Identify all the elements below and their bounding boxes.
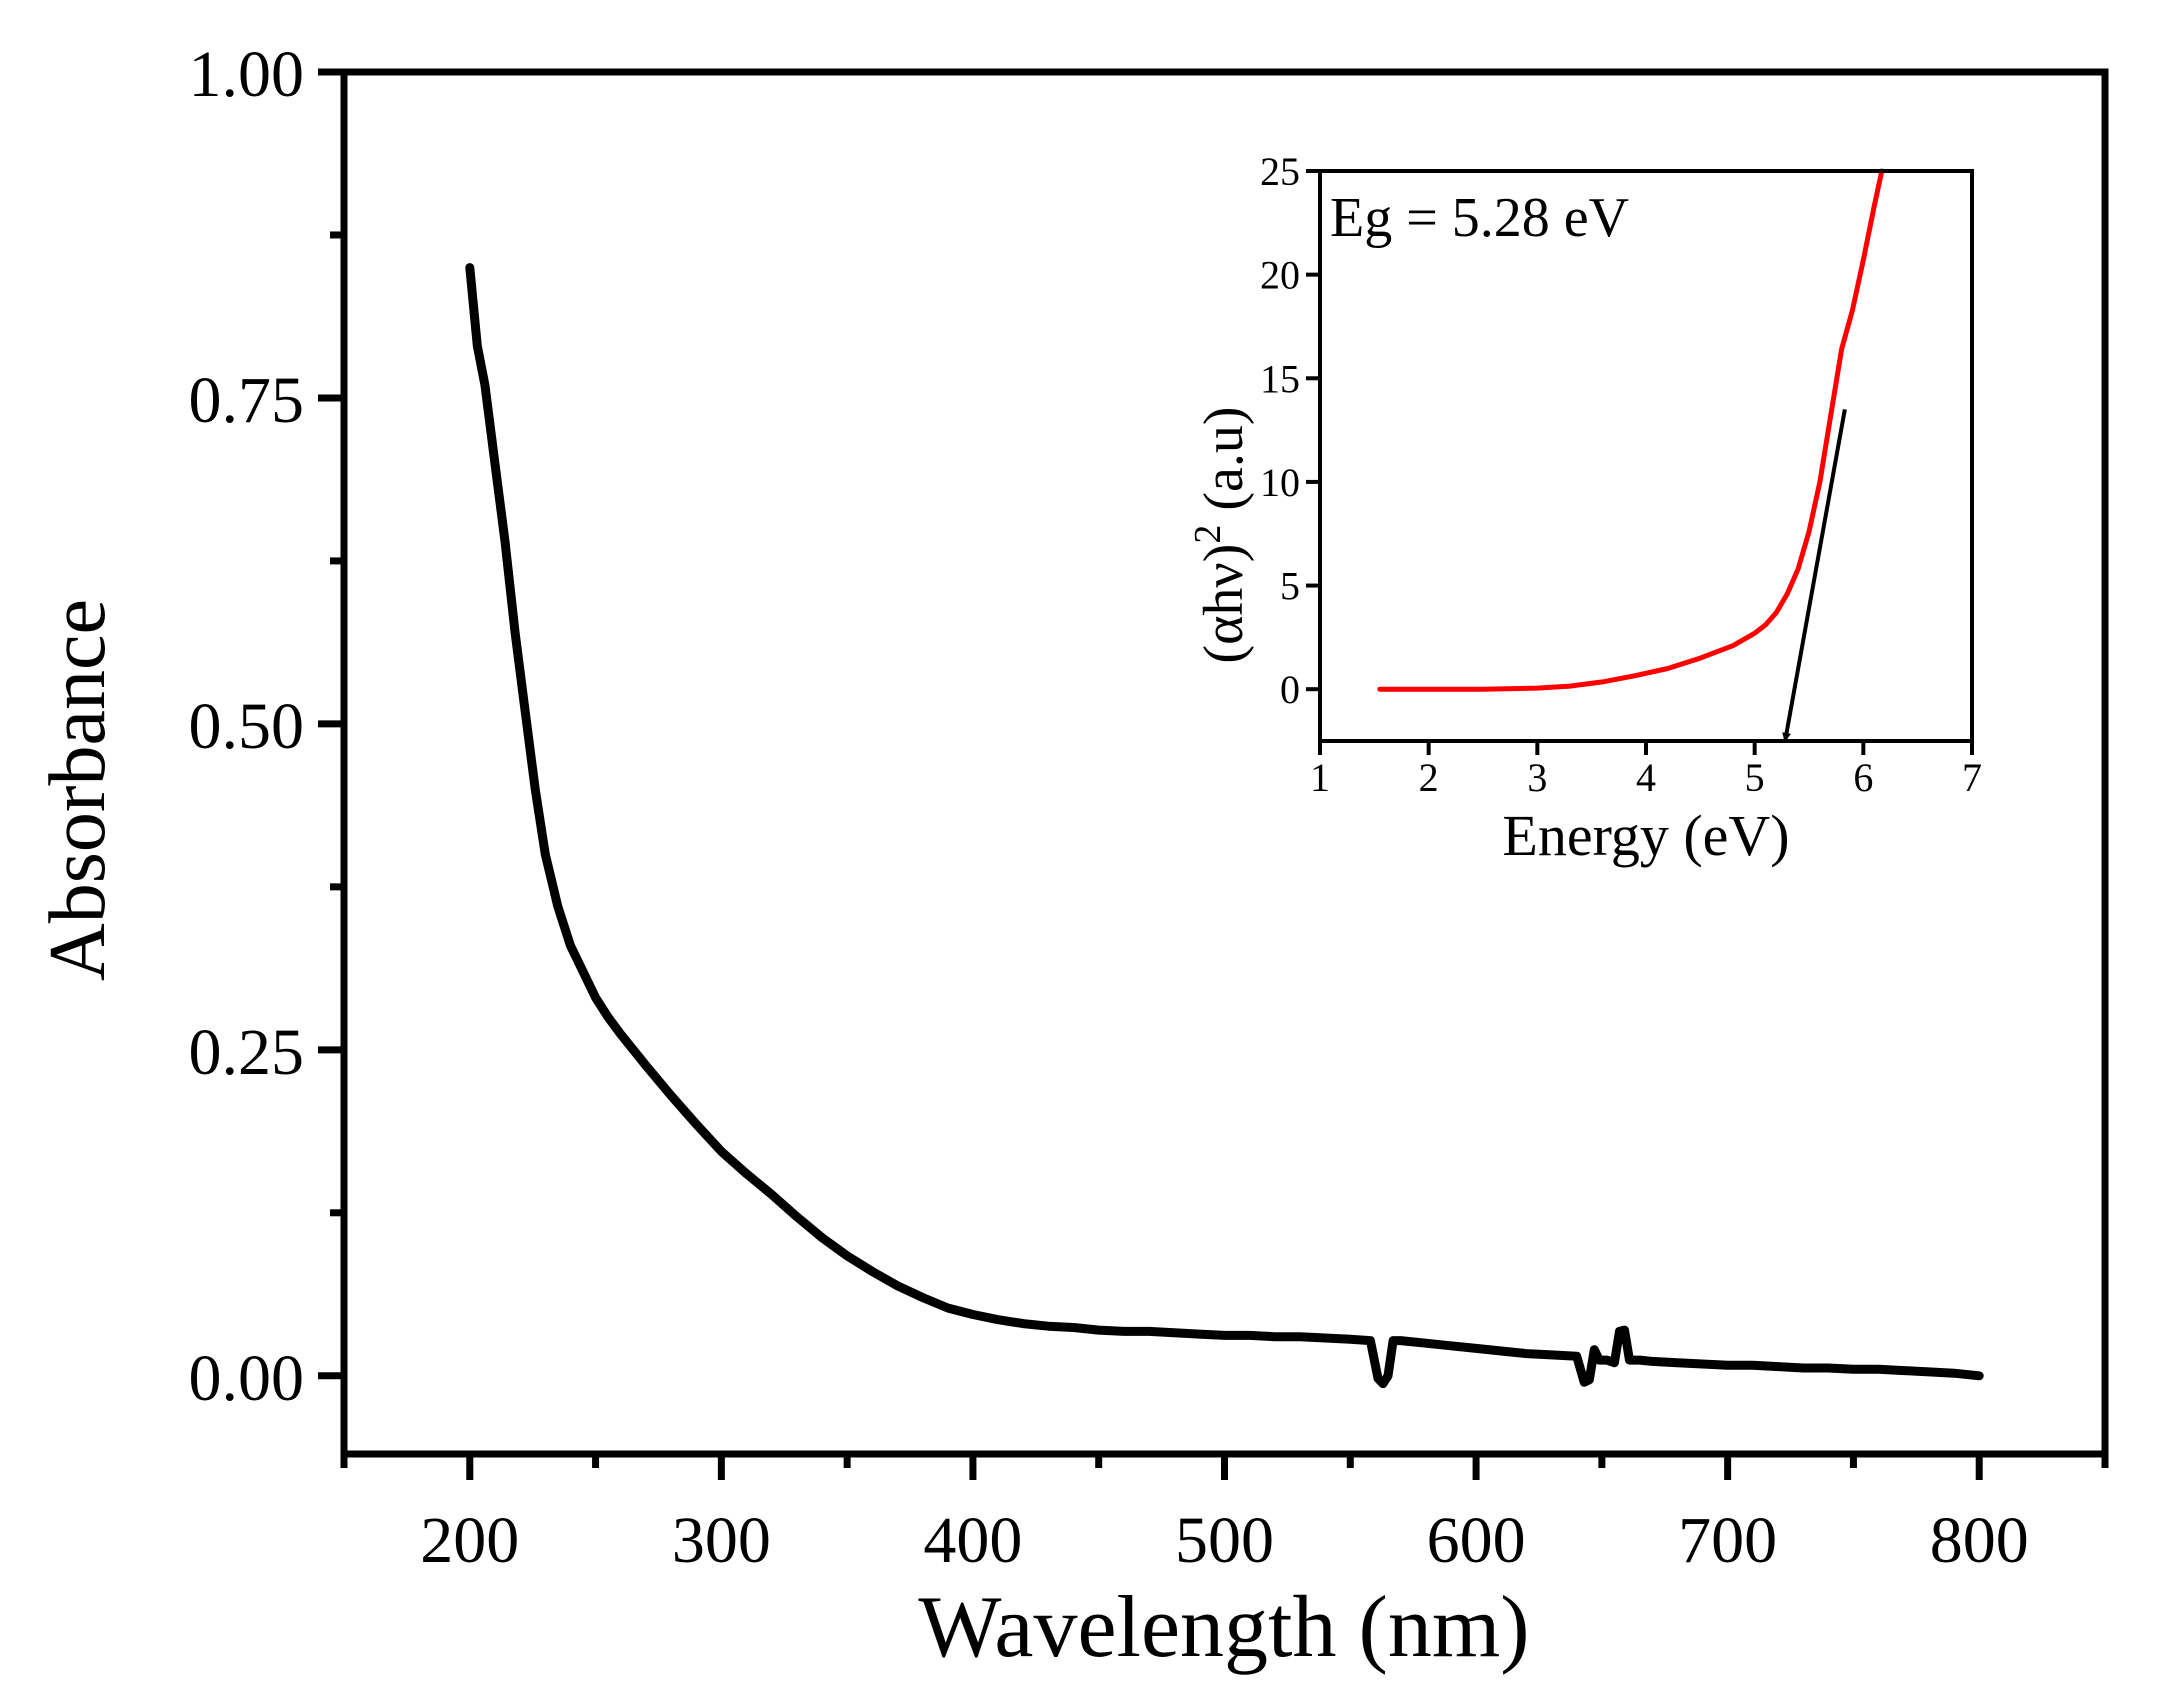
main-y-tick-label: 0.25 [189,1016,305,1089]
bandgap-fit-arrow [1782,409,1847,742]
main-y-tick-label: 0.75 [189,364,305,437]
inset-y-label-sup: 2 [1187,525,1229,544]
bandgap-annotation: Eg = 5.28 eV [1330,187,1629,249]
main-plot: 200 300 400 500 600 700 800 0.000.250.500.751.… [34,38,2109,1676]
main-x-tick-label: 700 [1678,1504,1777,1577]
inset-y-tick-label: 25 [1260,149,1300,194]
inset-y-axis: 0 5 10 15 20 25 [1260,149,1320,712]
main-y-tick-label: 0.50 [189,690,305,763]
main-x-tick-label: 800 [1930,1504,2029,1577]
inset-x-tick-label: 1 [1310,755,1330,800]
main-y-axis: 0.00 0.25 0.50 0.75 1.00 [189,38,344,1415]
inset-x-tick-label: 4 [1636,755,1656,800]
inset-y-label-main: (αhν) [1193,544,1255,664]
inset-y-tick-label: 10 [1260,460,1300,505]
inset-y-tick-label: 0 [1280,667,1300,712]
main-y-tick-label: 1.00 [189,38,305,111]
main-x-tick-label: 400 [923,1504,1022,1577]
inset-x-axis-label: Energy (eV) [1502,803,1789,868]
main-x-tick-label: 500 [1175,1504,1274,1577]
inset-x-tick-label: 5 [1745,755,1765,800]
main-x-tick-label: 300 [672,1504,771,1577]
inset-x-tick-label: 3 [1527,755,1547,800]
inset-y-axis-label: (αhν)2 (a.u) [1187,406,1255,663]
inset-y-tick-label: 20 [1260,253,1300,298]
main-x-axis: 200 300 400 500 600 700 800 [340,1454,2109,1577]
absorbance-series-line [465,263,1984,1389]
inset-x-axis: 1 2 3 4 5 6 7 [1310,741,1982,800]
inset-x-tick-label: 2 [1419,755,1439,800]
main-x-axis-label: Wavelength (nm) [918,1579,1529,1676]
main-x-tick-label: 600 [1427,1504,1526,1577]
main-x-tick-label: 200 [420,1504,519,1577]
main-plot-frame [340,68,2109,1458]
main-y-axis-label: Absorbance [34,599,122,981]
inset-x-tick-label: 6 [1853,755,1873,800]
main-y-tick-label: 0.00 [189,1342,305,1415]
inset-y-tick-label: 15 [1260,356,1300,401]
inset-x-tick-label: 7 [1962,755,1982,800]
inset-y-label-tail: (a.u) [1193,406,1255,524]
inset-y-tick-label: 5 [1280,564,1300,609]
inset-red-series-line [1377,168,1885,692]
inset-plot-frame [1318,169,1974,743]
